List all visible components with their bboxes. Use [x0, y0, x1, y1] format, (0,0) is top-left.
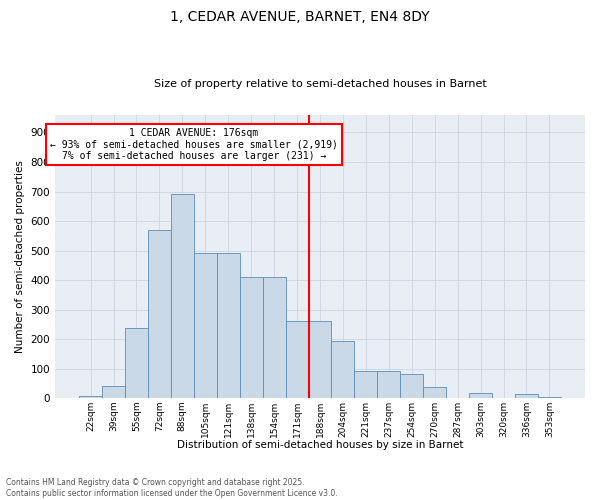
Bar [355, 370, 377, 398]
Bar [79, 396, 102, 398]
Bar [148, 230, 171, 398]
Bar [331, 341, 355, 398]
Bar [400, 374, 423, 398]
Bar [515, 394, 538, 398]
Bar [125, 328, 148, 398]
Bar [538, 397, 561, 398]
Y-axis label: Number of semi-detached properties: Number of semi-detached properties [15, 160, 25, 353]
Bar [102, 386, 125, 398]
Bar [263, 277, 286, 398]
X-axis label: Distribution of semi-detached houses by size in Barnet: Distribution of semi-detached houses by … [177, 440, 463, 450]
Bar [240, 277, 263, 398]
Bar [171, 194, 194, 398]
Bar [286, 322, 308, 398]
Bar [423, 387, 446, 398]
Text: 1 CEDAR AVENUE: 176sqm
← 93% of semi-detached houses are smaller (2,919)
7% of s: 1 CEDAR AVENUE: 176sqm ← 93% of semi-det… [50, 128, 338, 162]
Bar [308, 322, 331, 398]
Bar [194, 252, 217, 398]
Text: 1, CEDAR AVENUE, BARNET, EN4 8DY: 1, CEDAR AVENUE, BARNET, EN4 8DY [170, 10, 430, 24]
Title: Size of property relative to semi-detached houses in Barnet: Size of property relative to semi-detach… [154, 79, 487, 89]
Bar [469, 393, 492, 398]
Bar [377, 370, 400, 398]
Text: Contains HM Land Registry data © Crown copyright and database right 2025.
Contai: Contains HM Land Registry data © Crown c… [6, 478, 338, 498]
Bar [217, 252, 240, 398]
